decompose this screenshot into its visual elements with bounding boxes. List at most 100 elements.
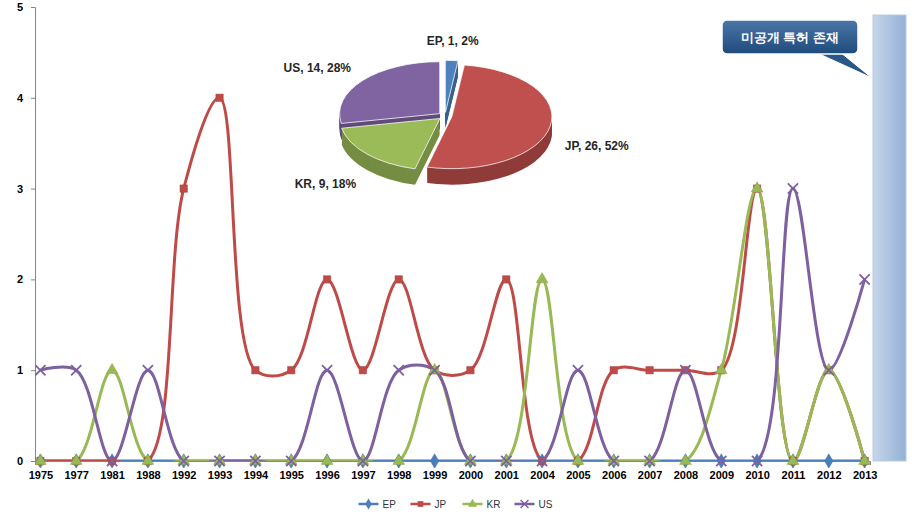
series-marker <box>321 454 333 464</box>
y-tick-mark <box>31 189 35 190</box>
y-tick-label: 5 <box>17 1 23 13</box>
legend-label: US <box>539 499 553 510</box>
legend-label: JP <box>435 499 447 510</box>
series-marker <box>501 456 511 466</box>
x-tick-label: 1998 <box>387 469 411 481</box>
pie-slice-side <box>340 63 440 125</box>
series-marker <box>572 454 584 464</box>
pie-slice-side <box>342 119 440 169</box>
annotation-text: 미공개 특허 존재 <box>741 30 839 45</box>
y-tick: 2 <box>17 273 35 285</box>
legend-label: KR <box>487 499 501 510</box>
series-marker <box>610 366 617 373</box>
legend-item: EP <box>359 498 397 509</box>
pie-top <box>340 60 552 168</box>
series-marker <box>358 456 368 466</box>
series-marker <box>35 365 45 375</box>
series-marker <box>359 366 366 373</box>
series-marker <box>752 456 762 466</box>
series-marker <box>537 456 547 466</box>
legend-swatch-marker <box>521 500 529 508</box>
series-marker <box>286 456 296 466</box>
series-marker <box>179 456 189 466</box>
legend-swatch-marker <box>365 498 371 509</box>
annotation-pointer <box>815 52 872 78</box>
y-tick: 0 <box>17 455 35 467</box>
y-tick-label: 4 <box>17 92 24 104</box>
y-tick-label: 3 <box>17 183 23 195</box>
legend-swatch-marker <box>418 501 424 507</box>
y-tick: 4 <box>17 92 35 104</box>
series-marker <box>538 454 546 468</box>
series-marker <box>143 365 153 375</box>
y-axis: 0 1 2 3 4 5 <box>17 1 36 467</box>
x-tick-label: 2004 <box>530 469 555 481</box>
x-tick-label: 2006 <box>602 469 626 481</box>
pie-label: US, 14, 28% <box>284 61 352 75</box>
series-marker <box>503 276 510 283</box>
annotation-band <box>873 15 906 461</box>
x-tick-label: 1977 <box>64 469 88 481</box>
series-marker <box>536 273 548 283</box>
x-tick-label: 2009 <box>710 469 734 481</box>
x-tick-label: 1981 <box>100 469 124 481</box>
series-marker <box>716 456 726 466</box>
series-line <box>40 189 864 461</box>
series-marker <box>214 456 224 466</box>
y-tick-mark <box>31 7 35 8</box>
y-axis-line <box>31 8 36 462</box>
series-marker <box>717 454 725 468</box>
series-marker <box>394 365 404 375</box>
series-marker <box>395 276 402 283</box>
series-marker <box>429 365 439 375</box>
series-marker <box>180 185 187 192</box>
pie-label: EP, 1, 2% <box>427 34 479 48</box>
x-tick-label: 1997 <box>351 469 375 481</box>
pie-label: KR, 9, 18% <box>295 177 357 191</box>
series-marker <box>430 454 438 468</box>
series-marker <box>323 276 330 283</box>
x-tick-label: 2007 <box>638 469 662 481</box>
x-tick-label: 2005 <box>566 469 590 481</box>
chart-svg: 미공개 특허 존재 0 1 2 3 4 5 1975 1977 1981 1988 1992 1993 1… <box>0 0 919 521</box>
series-marker <box>107 456 117 466</box>
annotation: 미공개 특허 존재 <box>722 15 906 461</box>
pie-slice <box>342 118 440 168</box>
annotation-box <box>722 20 858 54</box>
x-axis: 1975197719811988199219931994199519961997… <box>29 461 878 481</box>
series-marker <box>142 454 154 464</box>
x-tick-label: 1994 <box>244 469 269 481</box>
series-marker <box>859 454 870 464</box>
legend: EP JP KR US <box>359 498 553 509</box>
series-marker <box>252 366 259 373</box>
series-marker <box>824 365 834 375</box>
pie-slice <box>340 62 440 124</box>
series-marker <box>216 94 223 101</box>
x-tick-label: 1995 <box>279 469 303 481</box>
x-tick-label: 2010 <box>745 469 769 481</box>
y-tick-label: 0 <box>17 455 23 467</box>
y-tick: 5 <box>17 1 35 13</box>
series-marker <box>680 365 690 375</box>
y-tick-mark <box>31 370 35 371</box>
series-marker <box>860 274 870 284</box>
y-tick-mark <box>31 98 35 99</box>
y-tick: 1 <box>17 364 35 376</box>
y-tick-mark <box>31 461 35 462</box>
series-marker <box>70 454 82 464</box>
legend-item: US <box>515 499 553 510</box>
chart-root: 미공개 특허 존재 0 1 2 3 4 5 1975 1977 1981 1988 1992 1993 1… <box>0 0 919 521</box>
series-marker <box>288 366 295 373</box>
series-line <box>40 189 864 461</box>
x-tick-label: 1988 <box>136 469 160 481</box>
x-tick-label: 1975 <box>29 469 53 481</box>
series-marker <box>106 363 118 373</box>
x-tick-label: 1999 <box>423 469 447 481</box>
x-tick-label: 1992 <box>172 469 196 481</box>
series-line <box>40 460 864 462</box>
x-tick-label: 2008 <box>674 469 698 481</box>
x-tick-label: 1993 <box>208 469 232 481</box>
pie-label: JP, 26, 52% <box>565 139 629 153</box>
series-marker <box>35 454 46 464</box>
y-tick-mark <box>31 279 35 280</box>
